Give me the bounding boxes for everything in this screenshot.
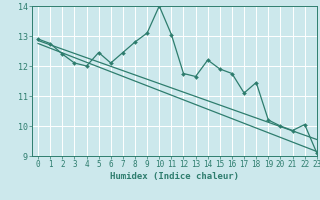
X-axis label: Humidex (Indice chaleur): Humidex (Indice chaleur)	[110, 172, 239, 181]
